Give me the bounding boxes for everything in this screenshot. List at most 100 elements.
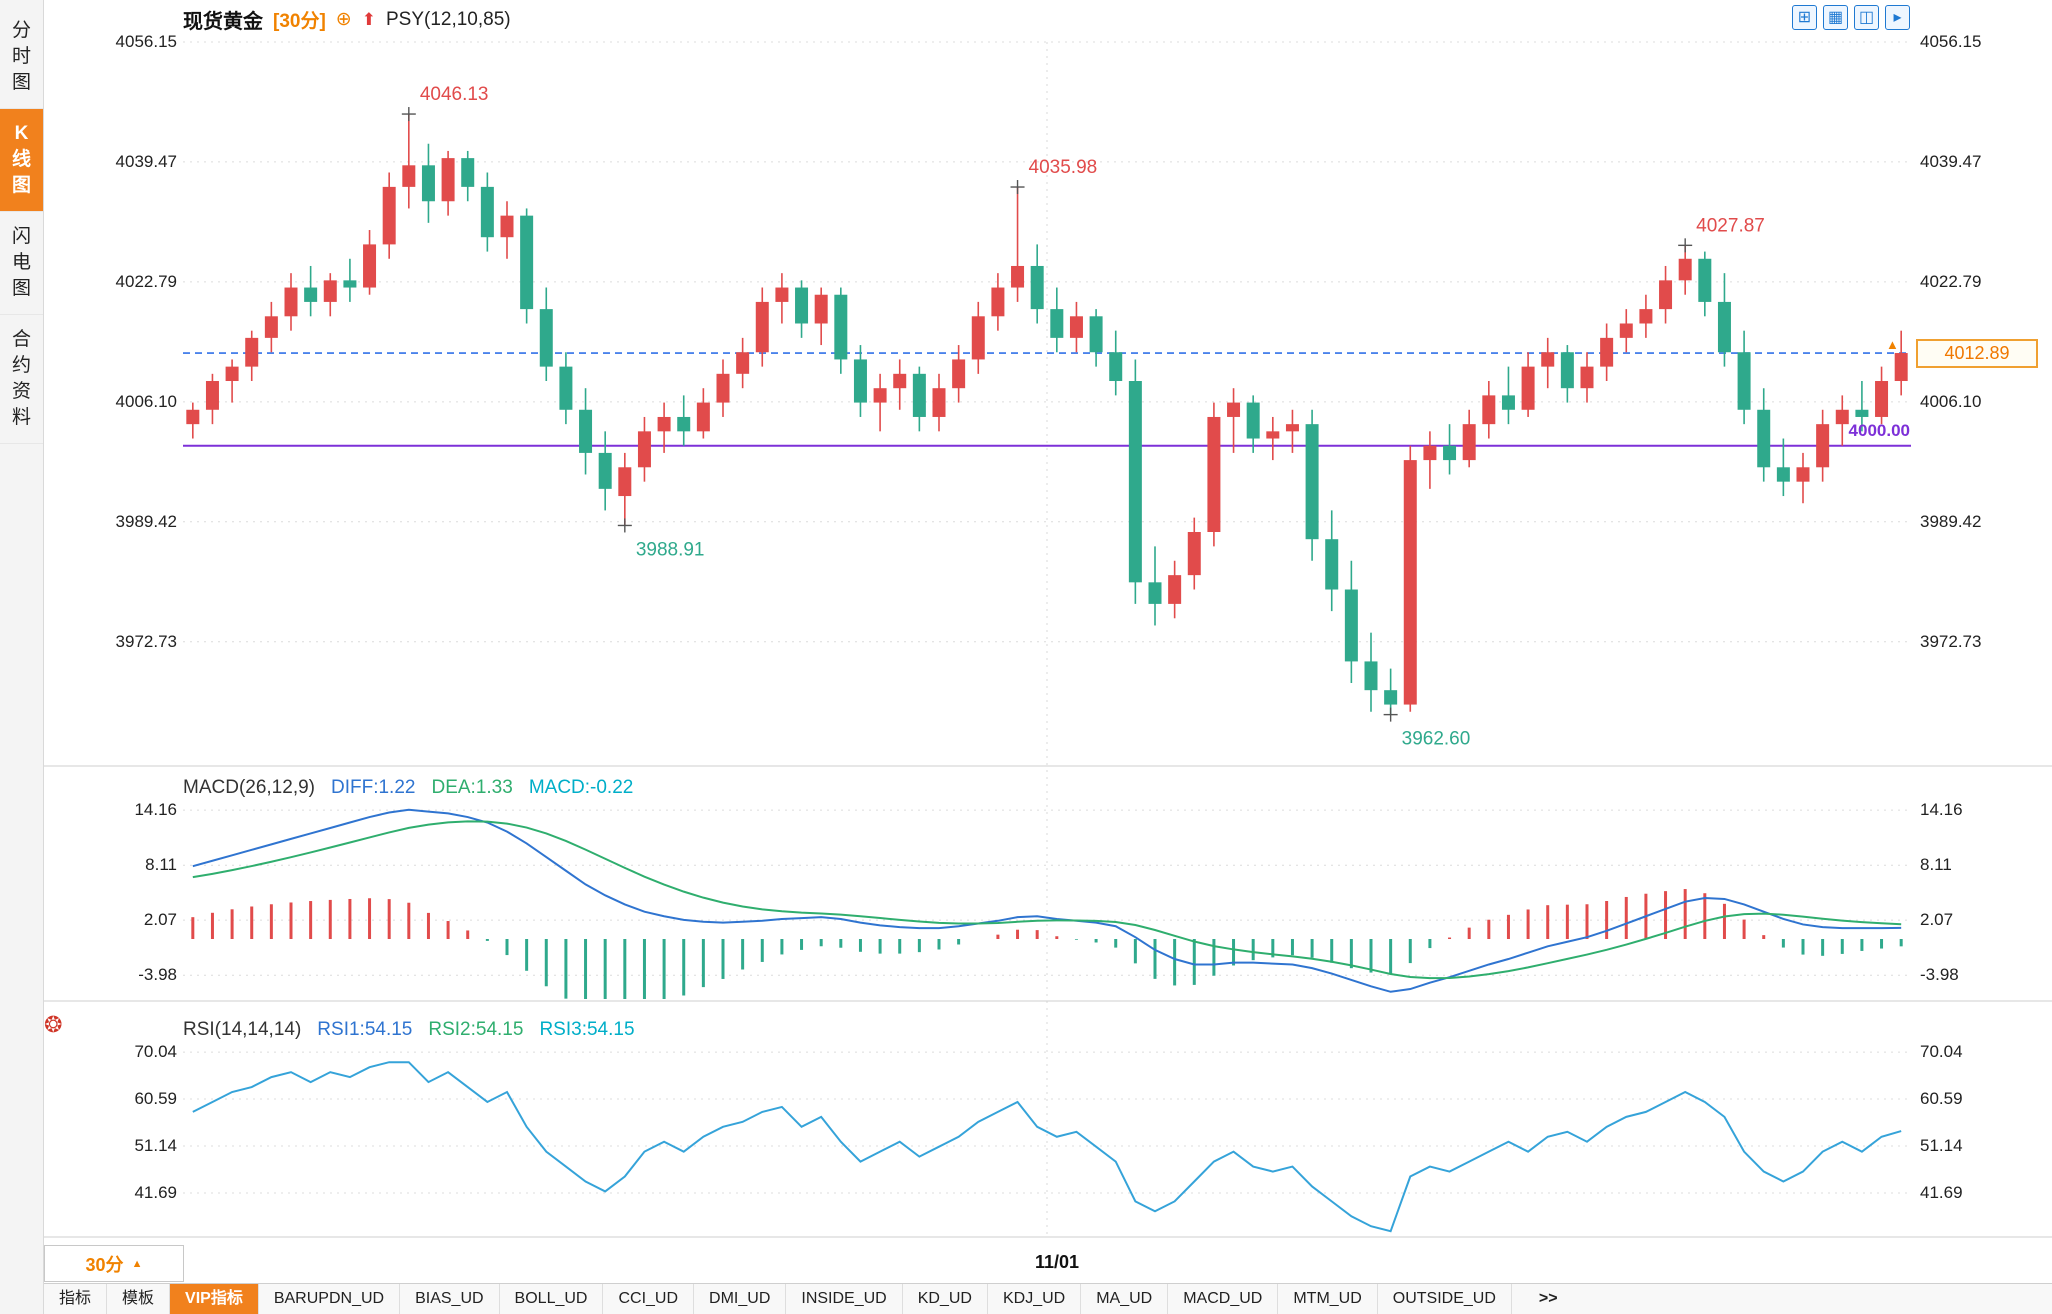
more-tabs-button[interactable]: >> [1538,1290,1558,1307]
chart-header: 现货黄金 [30分] ⊕ ⬆ PSY(12,10,85) [183,5,511,34]
candle [1796,467,1810,482]
candle [1717,301,1731,353]
axis-label: 51.14 [134,1136,177,1155]
price-direction-arrow-icon: ▲ [1886,337,1899,352]
indicator-tab-8[interactable]: DMI_UD [694,1284,787,1314]
candle [1207,416,1221,532]
rsi3-value: RSI3:54.15 [539,1019,635,1040]
candle [1128,381,1142,583]
axis-label: 41.69 [1920,1182,1963,1202]
candle [382,186,396,245]
candle [1482,395,1496,425]
axis-label: 14.16 [1920,800,1963,820]
candle [1011,265,1025,288]
sidebar-tab-1[interactable]: 分时图 [0,6,43,109]
indicator-tab-9[interactable]: INSIDE_UD [786,1284,903,1314]
add-overlay-icon[interactable]: ⊕ [335,9,352,30]
axis-label: -3.98 [138,965,177,985]
period-selector[interactable]: 30分 ▲ [44,1245,184,1282]
candle [343,280,357,288]
candle [1776,467,1790,482]
macd-diff-line [192,808,1902,993]
macd-dea-value: DEA:1.33 [431,777,513,798]
candle [814,294,828,324]
sidebar-tab-char: 分 [11,20,31,41]
candle [1737,352,1751,410]
candle [991,287,1005,317]
axis-label: 4056.15 [1920,32,1982,51]
sidebar-tab-char: 图 [11,72,31,93]
candle [579,409,593,453]
indicator-tab-14[interactable]: MTM_UD [1278,1284,1378,1314]
sidebar-tab-char: 图 [11,175,31,196]
dropdown-arrow-icon: ▲ [131,1257,143,1270]
next-layout-icon[interactable]: ▸ [1885,5,1910,30]
candle [657,416,671,432]
candle [1227,402,1241,417]
indicator-tab-3[interactable]: VIP指标 [170,1284,259,1314]
axis-label: 3972.73 [1920,631,1982,651]
indicator-tab-2[interactable]: 模板 [107,1284,171,1314]
candle [873,388,887,403]
chart-canvas[interactable]: ▲ 4046.13 3988.91 4035.98 3962.60 4027.87 [0,0,2052,1283]
rsi2-value: RSI2:54.15 [428,1019,524,1040]
overlay-indicator-name: PSY(12,10,85) [385,8,511,30]
indicator-tab-6[interactable]: BOLL_UD [500,1284,604,1314]
extreme-price-label: 4046.13 [420,84,489,105]
candle [677,416,691,432]
x-axis-date-label: 11/01 [1034,1252,1080,1272]
candle [1501,395,1515,410]
candle [205,381,219,410]
candle [1266,431,1280,439]
indicator-tab-12[interactable]: MA_UD [1081,1284,1169,1314]
candle [1168,575,1182,604]
axis-label: 4006.10 [115,391,177,411]
candle [893,373,907,389]
rsi-name: RSI(14,14,14) [183,1019,302,1040]
indicator-tab-5[interactable]: BIAS_UD [400,1284,500,1314]
candle [421,165,435,202]
candle [912,373,926,417]
axis-label: 4006.10 [1920,391,1982,411]
candle [480,186,494,238]
indicator-tab-15[interactable]: OUTSIDE_UD [1378,1284,1512,1314]
indicator-tab-11[interactable]: KDJ_UD [988,1284,1082,1314]
candle [1698,258,1712,302]
candle [1069,316,1083,338]
indicator-tab-1[interactable]: 指标 [44,1284,108,1314]
candle [402,165,416,187]
indicator-tab-4[interactable]: BARUPDN_UD [259,1284,401,1314]
candle [1560,352,1574,389]
indicator-settings-icon[interactable]: ❂ [44,1012,63,1037]
candle [1148,582,1162,604]
sidebar-tab-3[interactable]: 闪电图 [0,212,43,315]
indicator-tab-10[interactable]: KD_UD [903,1284,988,1314]
axis-label: 3972.73 [115,631,177,651]
macd-dea-line [192,820,1902,980]
candle [1659,280,1673,310]
grid-layout-icon[interactable]: ▦ [1823,5,1848,30]
pane-layout-icon[interactable]: ◫ [1854,5,1879,30]
candle [500,215,514,238]
axis-label: 3989.42 [115,511,177,531]
chart-layout-toolbar: ⊞ ▦ ◫ ▸ [1792,5,1910,30]
macd-name: MACD(26,12,9) [183,777,315,798]
candle [1384,690,1398,705]
sidebar-tab-char: 合 [11,329,31,350]
sidebar-tab-4[interactable]: 合约资料 [0,315,43,444]
axis-label: 4022.79 [1920,271,1982,291]
axis-label: 8.11 [145,855,177,875]
candle [716,373,730,403]
sidebar-tab-char: 约 [11,355,31,376]
extreme-price-label: 4035.98 [1029,157,1098,178]
compare-layout-icon[interactable]: ⊞ [1792,5,1817,30]
sidebar-tab-char: 线 [11,149,31,170]
candle [1521,366,1535,410]
axis-label: 70.04 [1920,1042,1963,1062]
indicator-tab-13[interactable]: MACD_UD [1168,1284,1279,1314]
candle [1050,309,1064,338]
indicator-tab-7[interactable]: CCI_UD [603,1284,695,1314]
